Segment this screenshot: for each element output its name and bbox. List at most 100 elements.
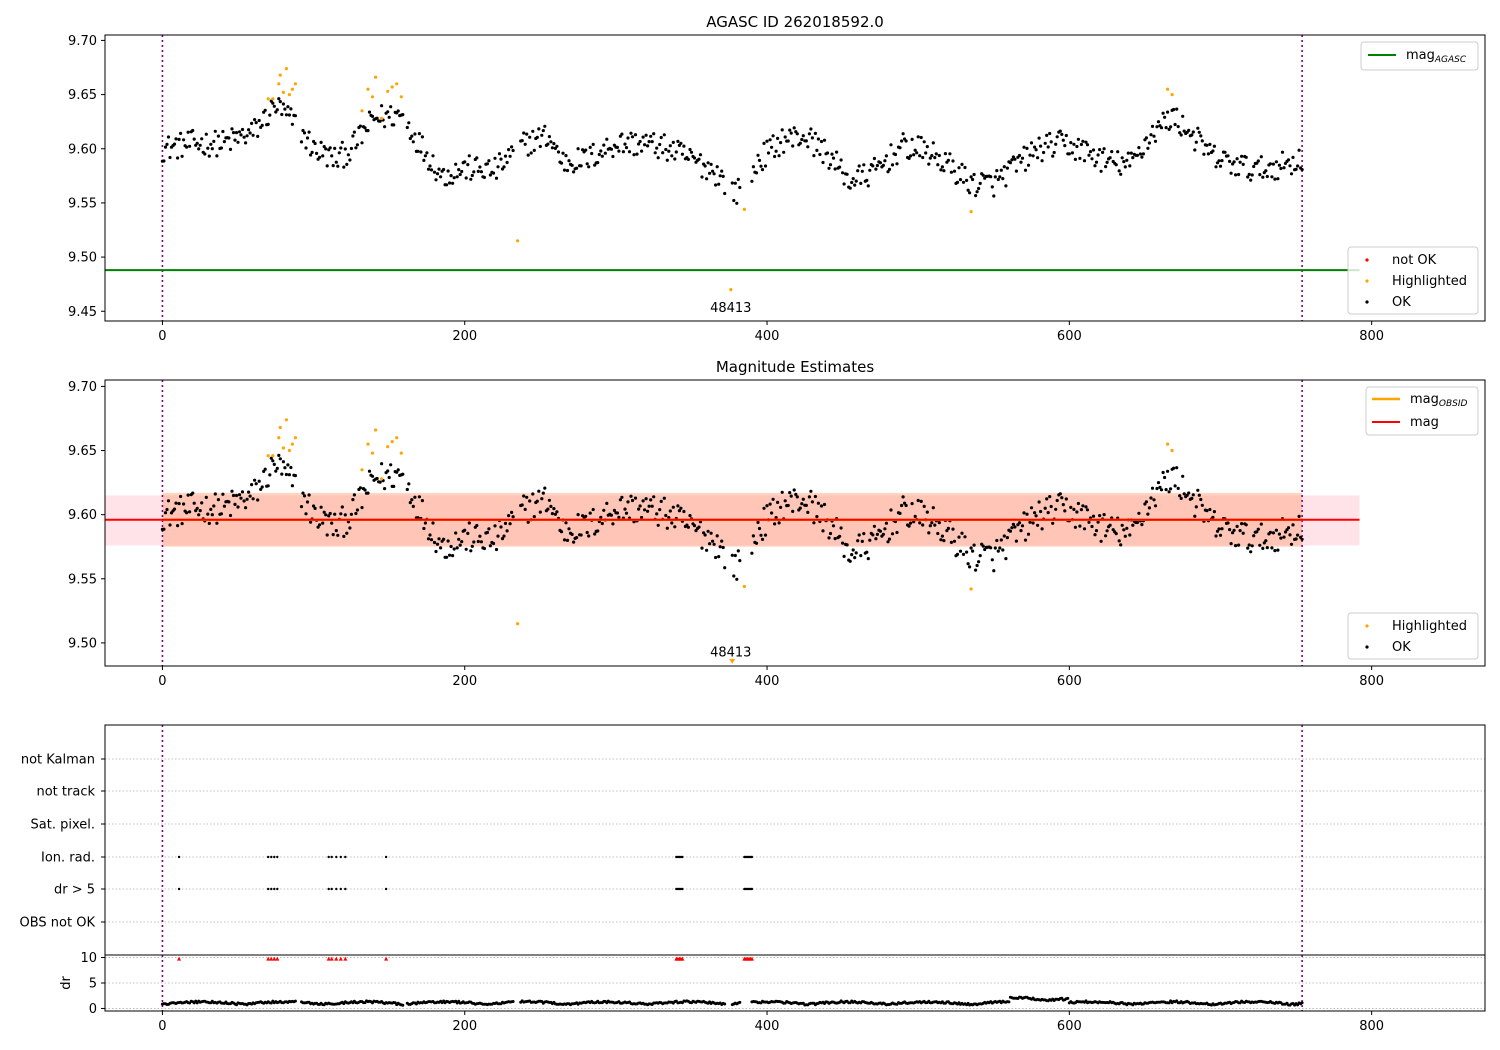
- highlighted-point: [380, 116, 384, 120]
- ok-point: [343, 147, 347, 151]
- flag-point: [270, 855, 273, 859]
- ok-point: [1247, 543, 1251, 547]
- ok-point: [585, 530, 589, 535]
- ok-point: [842, 182, 846, 186]
- ok-point: [599, 515, 603, 519]
- ok-point: [655, 512, 659, 516]
- ok-point: [1247, 172, 1251, 176]
- offscale-marker: [729, 658, 736, 664]
- ok-point: [500, 537, 505, 541]
- flag-point: [750, 855, 754, 859]
- flag-label: Sat. pixel.: [31, 818, 95, 833]
- ok-point: [212, 139, 216, 143]
- ok-point: [1191, 130, 1195, 134]
- ok-point: [210, 147, 214, 151]
- ok-point: [839, 526, 843, 530]
- ok-point: [565, 168, 570, 173]
- highlighted-point: [742, 584, 747, 589]
- ok-point: [166, 135, 171, 139]
- axes-frame: [104, 379, 1486, 667]
- flag-point: [273, 855, 276, 859]
- y-tick-label: 9.60: [68, 508, 97, 523]
- ok-point: [859, 554, 863, 558]
- ok-point: [1244, 155, 1248, 159]
- ok-point: [1265, 546, 1269, 550]
- x-tick-label: 800: [1359, 1019, 1384, 1034]
- ok-point: [567, 159, 571, 163]
- ok-point: [1048, 131, 1052, 136]
- ok-point: [192, 501, 196, 505]
- ok-point: [250, 121, 254, 125]
- ok-point: [1246, 546, 1250, 550]
- flag-label: OBS not OK: [20, 916, 96, 931]
- ok-point: [756, 520, 760, 525]
- ok-point: [1200, 503, 1204, 507]
- legend-frame: [1347, 246, 1479, 315]
- ok-point: [946, 526, 951, 531]
- ok-point: [656, 523, 660, 527]
- ok-point: [1182, 129, 1186, 133]
- ok-point: [1082, 527, 1087, 531]
- ok-point: [277, 453, 281, 457]
- ok-point: [1055, 498, 1059, 503]
- ok-point: [1123, 165, 1127, 169]
- ok-point: [475, 523, 479, 528]
- dr-point: [723, 1002, 727, 1006]
- ok-point: [800, 502, 804, 506]
- flag-point: [330, 887, 333, 891]
- ok-point: [605, 501, 609, 505]
- ok-point: [1270, 546, 1274, 550]
- x-tick-label: 200: [452, 674, 477, 689]
- ok-point: [1280, 150, 1285, 154]
- ok-point: [957, 166, 961, 170]
- ok-point: [179, 131, 183, 135]
- ok-point: [1087, 520, 1091, 524]
- ok-point: [552, 142, 556, 146]
- ok-point: [1099, 539, 1103, 543]
- ok-point: [431, 521, 435, 525]
- ok-point: [591, 142, 595, 146]
- ok-point: [856, 539, 860, 543]
- ok-point: [1268, 530, 1272, 535]
- ok-point: [1116, 150, 1120, 154]
- highlighted-point: [969, 587, 973, 591]
- ok-point: [188, 144, 192, 148]
- flag-point: [344, 855, 347, 859]
- ok-point: [965, 178, 969, 182]
- ok-point: [1274, 160, 1278, 164]
- ok-point: [192, 137, 196, 141]
- ok-point: [630, 498, 635, 503]
- ok-point: [845, 172, 849, 176]
- ok-point: [1040, 527, 1044, 531]
- highlighted-point: [516, 239, 520, 243]
- ok-point: [600, 521, 604, 526]
- ok-point: [463, 160, 467, 164]
- highlighted-point: [395, 82, 399, 86]
- ok-point: [1291, 523, 1295, 527]
- ok-point: [842, 554, 846, 559]
- ok-point: [1054, 507, 1058, 511]
- ok-point: [971, 549, 975, 553]
- ok-point: [204, 495, 208, 499]
- ok-point: [1104, 534, 1108, 538]
- ok-point: [426, 167, 431, 171]
- ok-point: [1289, 542, 1294, 546]
- ok-point: [649, 498, 653, 502]
- ok-point: [1085, 143, 1090, 147]
- ok-point: [664, 147, 668, 152]
- ok-point: [271, 101, 275, 105]
- ok-point: [1212, 144, 1216, 148]
- ok-point: [1300, 168, 1304, 172]
- ok-point: [464, 547, 468, 551]
- ok-point: [1043, 506, 1047, 510]
- ok-point: [706, 529, 710, 533]
- ok-point: [671, 140, 675, 144]
- ok-point: [714, 183, 718, 187]
- ok-point: [1214, 534, 1218, 538]
- ok-point: [1270, 175, 1274, 179]
- ok-point: [493, 156, 497, 160]
- ok-point: [383, 125, 387, 129]
- ok-point: [1108, 156, 1112, 160]
- ok-point: [792, 488, 796, 492]
- ok-point: [682, 509, 686, 514]
